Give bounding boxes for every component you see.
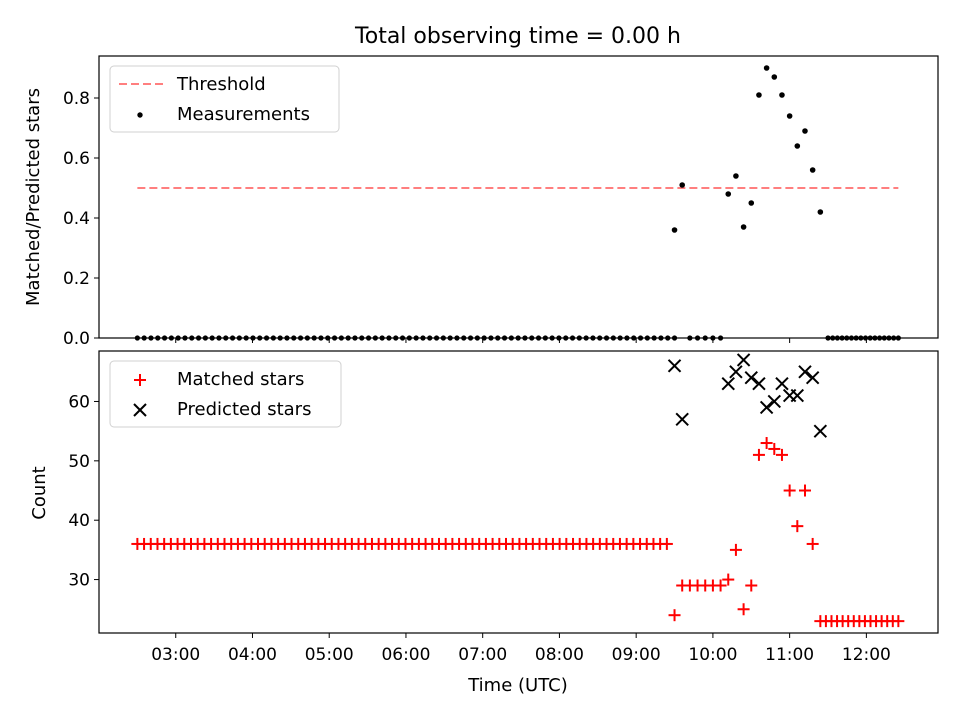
predicted-stars-point	[675, 412, 689, 426]
bottom-y-tick-label: 60	[68, 392, 90, 412]
measurements-legend-label: Measurements	[177, 104, 310, 125]
predicted-stars-point	[790, 388, 805, 403]
matched-stars-point	[660, 537, 673, 550]
bottom-y-axis-label: Count	[29, 466, 50, 519]
predicted-stars-point	[759, 400, 774, 415]
top-y-tick-label: 0.8	[63, 89, 90, 109]
top-plot-area	[134, 65, 901, 341]
top-y-ticks: 0.0 0.2 0.4 0.6 0.8	[63, 89, 867, 349]
matched-stars-point	[737, 603, 750, 616]
x-tick-label: 08:00	[535, 645, 584, 665]
top-y-tick-label: 0.6	[63, 149, 90, 169]
top-axes-frame	[98, 55, 939, 339]
bottom-y-ticks: 30 40 50 60	[68, 392, 99, 591]
matched-stars-point	[760, 437, 773, 450]
x-tick-label: 06:00	[381, 645, 430, 665]
bottom-legend-box	[109, 360, 342, 428]
top-legend-box	[109, 65, 340, 133]
bottom-y-tick-label: 40	[68, 511, 90, 531]
matched-stars-legend-label: Matched stars	[177, 369, 304, 390]
measurement-point	[671, 227, 678, 233]
top-y-tick-label: 0.0	[63, 329, 90, 349]
top-legend: Threshold Measurements	[109, 65, 340, 133]
bottom-y-tick-label: 30	[68, 571, 90, 591]
x-tick-label: 07:00	[458, 645, 507, 665]
chart-title: Total observing time = 0.00 h	[354, 24, 681, 49]
top-y-axis-label: Matched/Predicted stars	[23, 88, 44, 306]
measurements-legend-swatch	[137, 112, 143, 118]
matched-stars-point	[798, 484, 811, 497]
bottom-plot-area	[131, 353, 905, 628]
x-tick-label: 11:00	[765, 645, 814, 665]
matched-stars-point	[668, 609, 681, 622]
matched-stars-point	[783, 484, 796, 497]
measurement-point	[779, 92, 785, 98]
measurement-point	[725, 191, 732, 197]
x-tick-label: 03:00	[151, 645, 200, 665]
x-tick-label: 04:00	[228, 645, 277, 665]
x-tick-label: 05:00	[305, 645, 354, 665]
threshold-legend-label: Threshold	[176, 74, 266, 95]
matched-stars-point	[791, 520, 804, 533]
predicted-stars-point	[744, 371, 758, 385]
predicted-stars-point	[729, 365, 743, 379]
x-tick-label: 09:00	[612, 645, 661, 665]
matched-stars-point	[714, 579, 727, 592]
predicted-stars-point	[752, 376, 766, 391]
predicted-stars-point	[721, 376, 735, 391]
measurement-point	[679, 182, 686, 188]
matched-stars-point	[722, 573, 735, 586]
predicted-stars-point	[667, 359, 682, 373]
predicted-stars-point	[767, 394, 781, 409]
predicted-stars-point	[813, 424, 828, 438]
predicted-stars-point	[736, 353, 751, 367]
matched-stars-point	[745, 579, 758, 592]
matched-stars-point	[752, 448, 765, 461]
measurement-point	[756, 92, 762, 98]
matched-stars-point	[892, 615, 905, 628]
measurement-point	[748, 200, 755, 206]
measurement-point	[809, 167, 816, 173]
x-tick-label: 10:00	[688, 645, 737, 665]
measurement-point	[733, 173, 739, 179]
predicted-stars-legend-swatch	[133, 403, 147, 417]
predicted-stars-point	[805, 371, 820, 385]
predicted-stars-point	[798, 365, 812, 379]
matched-stars-point	[768, 442, 781, 455]
x-tick-label: 12:00	[842, 645, 891, 665]
matched-stars-point	[775, 448, 788, 461]
bottom-x-ticks: 03:00 04:00 05:00 06:00 07:00 08:00 09:00 10:00…	[151, 633, 891, 665]
top-panel: 0.00.20.40.60.8 Matched/Predicted stars …	[23, 55, 939, 349]
bottom-y-tick-label: 50	[68, 452, 90, 472]
bottom-axes-frame	[98, 350, 939, 634]
top-y-tick-label: 0.2	[63, 269, 90, 289]
measurement-point	[786, 113, 793, 119]
matched-stars-point	[729, 543, 742, 556]
measurement-point	[802, 128, 808, 134]
x-axis-label: Time (UTC)	[467, 675, 568, 696]
measurement-point	[771, 74, 778, 80]
measurement-point	[763, 65, 770, 71]
matched-stars-legend-swatch	[134, 374, 146, 386]
top-y-tick-label: 0.4	[63, 209, 90, 229]
predicted-stars-point	[775, 376, 789, 391]
bottom-legend: Matched stars Predicted stars	[109, 360, 342, 428]
measurement-point	[740, 224, 747, 230]
measurement-point	[794, 143, 801, 149]
predicted-stars-legend-label: Predicted stars	[177, 399, 311, 420]
matched-stars-point	[806, 537, 819, 550]
measurement-point	[817, 209, 824, 215]
